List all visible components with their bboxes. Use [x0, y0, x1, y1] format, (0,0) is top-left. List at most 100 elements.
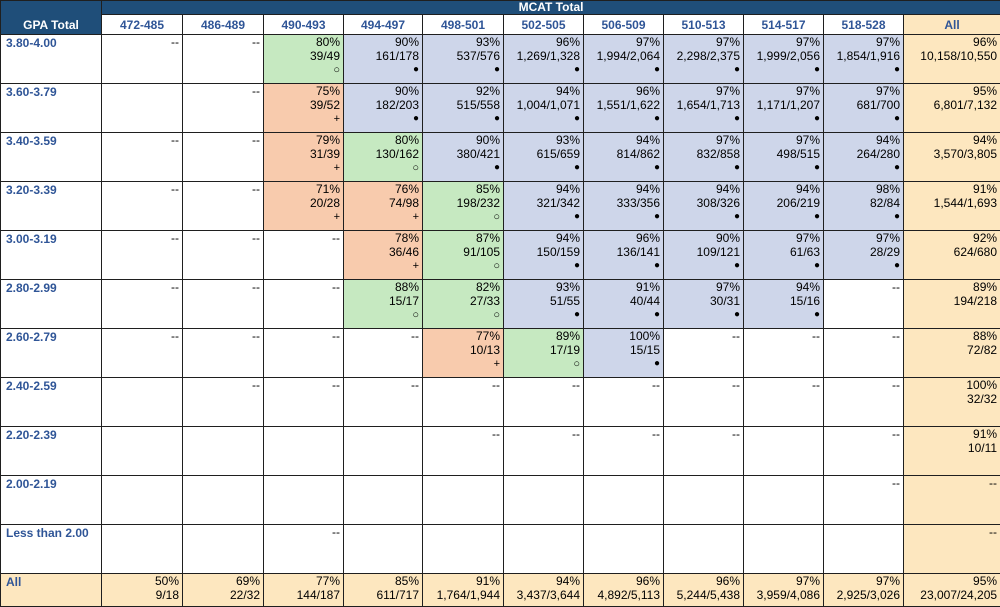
total-cell: 96%5,244/5,438: [664, 574, 744, 607]
accepted-over-applicants: 40/44: [584, 294, 660, 308]
table-cell: 92%624/680: [904, 231, 1000, 280]
no-data-dash: --: [824, 476, 900, 490]
accepted-over-applicants: 380/421: [423, 147, 500, 161]
acceptance-percent: 91%: [904, 427, 997, 441]
table-cell: 76%74/98+: [344, 182, 423, 231]
accepted-over-applicants: 3,959/4,086: [744, 588, 820, 602]
table-cell: 98%82/84●: [824, 182, 904, 231]
acceptance-percent: 97%: [664, 280, 740, 294]
no-data-dash: --: [584, 378, 660, 392]
table-cell: 97%681/700●: [824, 84, 904, 133]
table-row: 2.60-2.79--------77%10/13+89%17/19○100%1…: [1, 329, 1000, 378]
no-data-dash: --: [102, 231, 179, 245]
acceptance-percent: 94%: [584, 133, 660, 147]
filled-circle-icon: ●: [824, 161, 900, 175]
table-cell: 95%6,801/7,132: [904, 84, 1000, 133]
table-cell: --: [344, 378, 423, 427]
all-row-label: All: [1, 574, 102, 607]
no-data-dash: --: [183, 231, 260, 245]
acceptance-percent: 89%: [904, 280, 997, 294]
no-data-dash: --: [584, 427, 660, 441]
table-cell: 94%3,570/3,805: [904, 133, 1000, 182]
filled-circle-icon: ●: [423, 112, 500, 126]
table-cell: [344, 427, 423, 476]
accepted-over-applicants: 515/558: [423, 98, 500, 112]
acceptance-percent: 95%: [904, 84, 997, 98]
accepted-over-applicants: 150/159: [504, 245, 580, 259]
acceptance-percent: 97%: [824, 84, 900, 98]
mcat-column-header: 472-485: [102, 15, 183, 35]
acceptance-percent: 91%: [904, 182, 997, 196]
table-cell: 85%198/232○: [423, 182, 504, 231]
filled-circle-icon: ●: [584, 308, 660, 322]
total-cell: 97%2,925/3,026: [824, 574, 904, 607]
table-row: 3.00-3.19------78%36/46+87%91/105○94%150…: [1, 231, 1000, 280]
table-cell: 89%194/218: [904, 280, 1000, 329]
table-row: 3.40-3.59----79%31/39+80%130/162○90%380/…: [1, 133, 1000, 182]
table-cell: --: [584, 427, 664, 476]
acceptance-percent: 93%: [423, 35, 500, 49]
filled-circle-icon: ●: [504, 210, 580, 224]
table-cell: 90%109/121●: [664, 231, 744, 280]
table-cell: 90%380/421●: [423, 133, 504, 182]
no-data-dash: --: [744, 329, 820, 343]
no-data-dash: --: [183, 35, 260, 49]
table-cell: [423, 525, 504, 574]
acceptance-percent: 97%: [744, 133, 820, 147]
no-data-dash: --: [183, 84, 260, 98]
table-cell: 82%27/33○: [423, 280, 504, 329]
no-data-dash: --: [183, 280, 260, 294]
table-cell: --: [102, 280, 183, 329]
acceptance-percent: 92%: [423, 84, 500, 98]
acceptance-percent: 91%: [423, 574, 500, 588]
filled-circle-icon: ●: [504, 308, 580, 322]
table-cell: 92%515/558●: [423, 84, 504, 133]
accepted-over-applicants: 814/862: [584, 147, 660, 161]
plus-icon: +: [344, 259, 419, 273]
accepted-over-applicants: 832/858: [664, 147, 740, 161]
accepted-over-applicants: 15/15: [584, 343, 660, 357]
acceptance-percent: 85%: [344, 574, 419, 588]
filled-circle-icon: ●: [744, 210, 820, 224]
table-cell: --: [744, 378, 824, 427]
acceptance-percent: 75%: [264, 84, 340, 98]
accepted-over-applicants: 31/39: [264, 147, 340, 161]
table-cell: --: [264, 280, 344, 329]
accepted-over-applicants: 161/178: [344, 49, 419, 63]
acceptance-percent: 93%: [504, 280, 580, 294]
accepted-over-applicants: 624/680: [904, 245, 997, 259]
filled-circle-icon: ●: [664, 210, 740, 224]
table-cell: --: [102, 231, 183, 280]
no-data-dash: --: [183, 378, 260, 392]
table-cell: [584, 476, 664, 525]
accepted-over-applicants: 1,999/2,056: [744, 49, 820, 63]
table-cell: 94%15/16●: [744, 280, 824, 329]
open-circle-icon: ○: [344, 161, 419, 175]
table-cell: --: [504, 427, 584, 476]
gpa-row-label: 3.00-3.19: [1, 231, 102, 280]
table-cell: 90%182/203●: [344, 84, 423, 133]
acceptance-percent: 87%: [423, 231, 500, 245]
filled-circle-icon: ●: [824, 210, 900, 224]
total-cell: 77%144/187: [264, 574, 344, 607]
table-cell: --: [264, 231, 344, 280]
no-data-dash: --: [102, 35, 179, 49]
no-data-dash: --: [183, 329, 260, 343]
table-cell: 90%161/178●: [344, 35, 423, 84]
table-cell: [102, 84, 183, 133]
gpa-row-label: Less than 2.00: [1, 525, 102, 574]
filled-circle-icon: ●: [423, 161, 500, 175]
accepted-over-applicants: 333/356: [584, 196, 660, 210]
table-cell: [744, 476, 824, 525]
mcat-column-header: 510-513: [664, 15, 744, 35]
mcat-column-header: All: [904, 15, 1000, 35]
open-circle-icon: ○: [264, 63, 340, 77]
table-cell: 97%61/63●: [744, 231, 824, 280]
table-cell: --: [744, 329, 824, 378]
total-cell: 85%611/717: [344, 574, 423, 607]
no-data-dash: --: [664, 427, 740, 441]
no-data-dash: --: [664, 378, 740, 392]
table-cell: --: [824, 378, 904, 427]
acceptance-percent: 94%: [504, 574, 580, 588]
